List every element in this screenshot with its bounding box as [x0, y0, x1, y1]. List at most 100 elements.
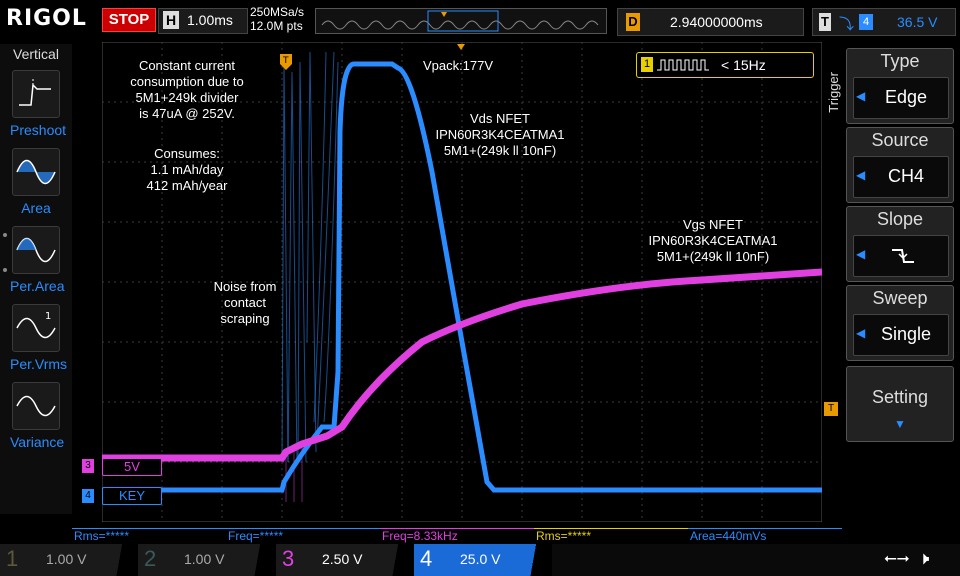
channel-number: 1: [6, 546, 19, 571]
channel-number: 3: [282, 546, 295, 571]
trigger-display[interactable]: T ⤵ 4 36.5 V: [812, 8, 956, 36]
svg-text:T: T: [282, 56, 289, 66]
channel-2-status[interactable]: 2 1.00 V: [138, 544, 276, 576]
per-vrms-icon: 1: [12, 304, 60, 352]
annotation-consumes: Consumes: 1.1 mAh/day 412 mAh/year: [146, 146, 228, 193]
noise-traces: [281, 51, 339, 463]
measurement-item[interactable]: Rms=*****: [534, 528, 688, 543]
vertical-measure-menu: [0, 44, 72, 514]
ch4-offset-marker[interactable]: 4: [82, 489, 94, 503]
menu-item-label: Variance: [10, 434, 65, 450]
trigger-position-marker: [441, 12, 447, 17]
top-status-bar: RIGOL STOP H 1.00ms 250MSa/s 12.0M pts D…: [0, 0, 960, 40]
left-arrow-icon: ◀: [856, 326, 866, 340]
panel-title: Setting: [871, 387, 929, 407]
menu-item-label: Preshoot: [10, 122, 67, 138]
channel-1-status[interactable]: 1 1.00 V: [0, 544, 138, 576]
measurement-item[interactable]: Rms=*****: [72, 528, 226, 543]
trigger-menu-title: Trigger: [826, 72, 841, 113]
trigger-type-value: Edge: [884, 87, 928, 107]
channel-4-status[interactable]: 4 25.0 V: [414, 544, 552, 576]
channel-number: 2: [144, 546, 157, 571]
panel-title: Source: [871, 130, 929, 150]
counter-value: < 15Hz: [721, 57, 766, 73]
trigger-key: T: [819, 13, 831, 31]
menu-page-indicator: [2, 230, 8, 276]
trigger-setting-button[interactable]: Setting ▼: [846, 366, 954, 442]
time-center-marker: [457, 44, 465, 50]
channel-scale: 2.50 V: [322, 551, 363, 567]
annotation-vgs: Vgs NFET IPN60R3K4CEATMA1 5M1+(249k ll 1…: [648, 217, 778, 264]
memory-waveform-preview: [321, 10, 599, 32]
counter-channel: 1: [641, 57, 653, 72]
menu-item-label: Area: [21, 200, 51, 216]
ch3-waveform: [102, 268, 822, 462]
preshoot-icon: [12, 70, 60, 118]
annotation-vpack: Vpack:177V: [422, 58, 494, 73]
submenu-arrow-icon: ▼: [894, 417, 906, 431]
channel-scale: 1.00 V: [46, 551, 87, 567]
menu-item-preshoot[interactable]: Preshoot: [10, 70, 67, 138]
ch4-waveform: [102, 61, 822, 493]
variance-icon: [12, 382, 60, 430]
channel-3-status[interactable]: 3 2.50 V: [276, 544, 414, 576]
timebase-display[interactable]: H 1.00ms: [158, 8, 248, 34]
memory-overview[interactable]: [315, 8, 607, 34]
trigger-type-control[interactable]: Type ◀ Edge: [846, 48, 954, 124]
area-icon: [12, 148, 60, 196]
trigger-sweep-value: Single: [880, 324, 932, 344]
measurement-item[interactable]: Area=440mVs: [688, 528, 842, 543]
acquisition-info: 250MSa/s 12.0M pts: [250, 5, 304, 33]
menu-title: Vertical: [13, 46, 59, 62]
trigger-level-marker[interactable]: T: [824, 402, 838, 416]
delay-display[interactable]: D 2.94000000ms: [617, 8, 804, 36]
channel-scale: 1.00 V: [184, 551, 225, 567]
trigger-source-value: CH4: [887, 166, 924, 186]
trigger-slope-control[interactable]: Slope ◀: [846, 206, 954, 282]
annotation-vds: Vds NFET IPN60R3K4CEATMA1 5M1+(249k ll 1…: [435, 111, 565, 158]
timebase-key: H: [163, 11, 179, 29]
panel-title: Sweep: [872, 288, 928, 308]
left-arrow-icon: ◀: [856, 89, 866, 103]
trigger-time-marker: [280, 54, 292, 70]
left-arrow-icon: ◀: [856, 247, 866, 261]
measurement-item[interactable]: Freq=8.33kHz: [380, 528, 534, 543]
memory-depth: 12.0M pts: [250, 19, 303, 33]
falling-edge-icon: [892, 249, 914, 263]
ch4-label[interactable]: KEY: [102, 487, 162, 505]
pulse-icon: [657, 59, 709, 71]
channel-number: 4: [420, 546, 433, 571]
menu-item-variance[interactable]: Variance: [10, 382, 65, 450]
run-stop-indicator[interactable]: STOP: [102, 8, 156, 32]
annotation-consumption: Constant current consumption due to 5M1+…: [130, 58, 244, 121]
measurement-bar: Rms=***** Freq=***** Freq=8.33kHz Rms=**…: [72, 528, 842, 543]
menu-item-per-vrms[interactable]: 1 Per.Vrms: [10, 304, 68, 372]
channel-status-bar: 1 1.00 V 2 1.00 V 3 2.50 V 4 25.0 V ⭠⭢ 🕨: [0, 544, 960, 576]
ch3-label[interactable]: 5V: [102, 458, 162, 476]
menu-item-label: Per.Vrms: [10, 356, 68, 372]
timebase-value: 1.00ms: [187, 12, 233, 28]
trigger-level: 36.5 V: [897, 14, 938, 30]
trigger-channel: 4: [859, 14, 873, 30]
svg-text:1: 1: [45, 311, 51, 322]
trigger-source-control[interactable]: Source ◀ CH4: [846, 127, 954, 203]
brand-logo: RIGOL: [6, 6, 87, 31]
falling-edge-icon: ⤵: [839, 16, 855, 33]
frequency-counter: 1 < 15Hz: [636, 52, 814, 78]
ch3-offset-marker[interactable]: 3: [82, 459, 94, 473]
delay-value: 2.94000000ms: [670, 14, 763, 30]
left-arrow-icon: ◀: [856, 168, 866, 182]
delay-key: D: [626, 13, 640, 31]
per-area-icon: [12, 226, 60, 274]
trigger-sweep-control[interactable]: Sweep ◀ Single: [846, 285, 954, 361]
menu-item-label: Per.Area: [10, 278, 65, 294]
sample-rate: 250MSa/s: [250, 5, 305, 19]
measurement-item[interactable]: Freq=*****: [226, 528, 380, 543]
menu-item-area[interactable]: Area: [10, 148, 62, 216]
channel-scale: 25.0 V: [460, 551, 501, 567]
menu-item-per-area[interactable]: Per.Area: [10, 226, 65, 294]
panel-title: Slope: [876, 209, 924, 229]
speaker-mute-icon[interactable]: 🕨: [918, 548, 930, 568]
usb-icon: ⭠⭢: [884, 550, 910, 567]
waveform-display[interactable]: T: [102, 42, 822, 522]
